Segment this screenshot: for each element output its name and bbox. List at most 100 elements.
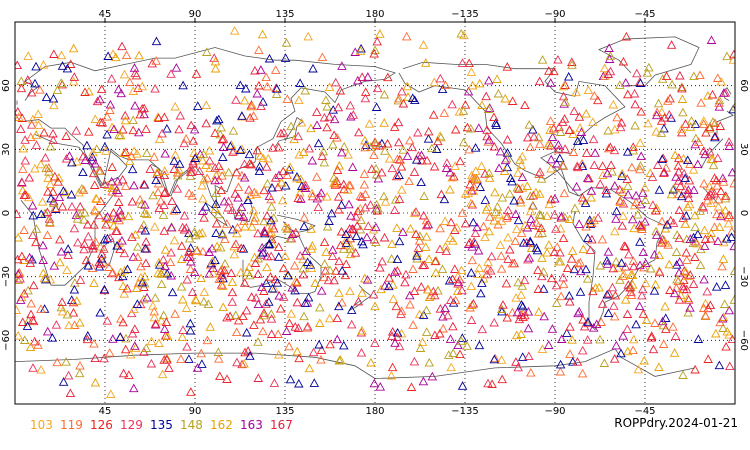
observation-triangle: [638, 247, 649, 257]
observation-triangle: [96, 253, 107, 263]
observation-triangle: [331, 266, 341, 275]
observation-triangle: [181, 134, 191, 143]
observation-triangle: [543, 140, 553, 149]
observation-triangle: [319, 259, 330, 268]
observation-triangle: [217, 134, 227, 144]
observation-triangle: [197, 206, 208, 215]
observation-triangle: [445, 167, 455, 177]
observation-triangle: [23, 51, 33, 60]
bottom-lon-tick-label: 180: [365, 406, 384, 417]
observation-triangle: [308, 63, 318, 73]
observation-triangle: [116, 210, 126, 219]
observation-triangle: [103, 51, 113, 60]
observation-triangle: [225, 141, 236, 151]
observation-triangle: [577, 192, 588, 202]
observation-triangle: [300, 85, 310, 95]
observation-triangle: [174, 124, 184, 134]
observation-triangle: [608, 263, 618, 273]
observation-triangle: [337, 266, 347, 275]
observation-triangle: [384, 281, 394, 291]
observation-triangle: [325, 265, 335, 275]
observation-triangle: [259, 310, 269, 320]
observation-triangle: [102, 111, 112, 121]
observation-triangle: [567, 335, 577, 344]
observation-triangle: [184, 188, 194, 198]
observation-triangle: [270, 173, 281, 182]
observation-triangle: [105, 233, 115, 242]
observation-triangle: [601, 185, 611, 195]
observation-triangle: [27, 200, 38, 210]
observation-triangle: [146, 358, 157, 368]
observation-triangle: [127, 232, 137, 241]
observation-triangle: [293, 131, 303, 141]
observation-triangle: [315, 192, 325, 201]
observation-triangle: [573, 308, 583, 318]
observation-triangle: [252, 88, 262, 98]
observation-triangle: [440, 80, 451, 90]
observation-triangle: [615, 80, 625, 89]
legend-entry-126: 126: [90, 418, 113, 432]
observation-triangle: [329, 114, 340, 124]
observation-triangle: [54, 192, 65, 202]
observation-triangle: [162, 123, 172, 133]
observation-triangle: [421, 215, 432, 225]
observation-triangle: [524, 351, 534, 361]
observation-triangle: [281, 38, 292, 47]
observation-triangle: [573, 258, 584, 268]
observation-triangle: [721, 341, 731, 351]
observation-triangle: [90, 114, 101, 123]
observation-triangle: [436, 189, 447, 199]
observation-triangle: [123, 211, 134, 221]
observation-triangle: [276, 177, 287, 187]
observation-triangle: [363, 72, 373, 81]
observation-triangle: [444, 275, 455, 285]
observation-triangle: [128, 252, 139, 261]
observation-triangle: [142, 148, 152, 158]
left-lat-tick-label: −60: [1, 330, 12, 351]
observation-triangle: [450, 124, 461, 134]
observation-triangle: [718, 177, 729, 186]
observation-triangle: [352, 221, 362, 230]
observation-triangle: [533, 284, 544, 293]
observation-triangle: [443, 310, 453, 320]
observation-triangle: [455, 349, 465, 359]
observation-triangle: [24, 172, 35, 182]
observation-triangle: [262, 262, 272, 272]
observation-triangle: [651, 110, 662, 120]
observation-triangle: [505, 244, 515, 254]
observation-triangle: [42, 207, 53, 217]
observation-triangle: [145, 164, 155, 173]
observation-triangle: [344, 180, 354, 189]
observation-triangle: [593, 95, 603, 105]
observation-triangle: [319, 237, 330, 247]
observation-triangle: [577, 368, 588, 378]
observation-triangle: [191, 69, 202, 78]
observation-triangle: [118, 317, 128, 327]
observation-triangle: [494, 209, 505, 219]
observation-triangle: [99, 179, 110, 188]
observation-triangle: [283, 270, 293, 280]
observation-triangle: [56, 50, 67, 60]
observation-triangle: [635, 199, 646, 209]
observation-triangle: [295, 174, 306, 183]
observation-triangle: [706, 228, 716, 237]
observation-triangle: [454, 107, 465, 116]
observation-triangle: [722, 51, 732, 61]
observation-triangle: [260, 228, 270, 238]
observation-triangle: [496, 264, 507, 273]
observation-triangle: [492, 74, 502, 83]
observation-triangle: [307, 155, 318, 165]
observation-triangle: [657, 234, 668, 244]
observation-triangle: [170, 101, 180, 111]
observation-triangle: [558, 233, 569, 243]
observation-triangle: [266, 309, 276, 318]
observation-triangle: [712, 153, 723, 162]
observation-triangle: [641, 278, 651, 288]
observation-triangle: [170, 309, 180, 318]
observation-triangle: [495, 240, 506, 249]
observation-triangle: [127, 328, 138, 338]
observation-triangle: [186, 120, 196, 130]
observation-triangle: [386, 370, 397, 380]
observation-triangle: [580, 198, 591, 207]
observation-triangle: [628, 261, 639, 271]
